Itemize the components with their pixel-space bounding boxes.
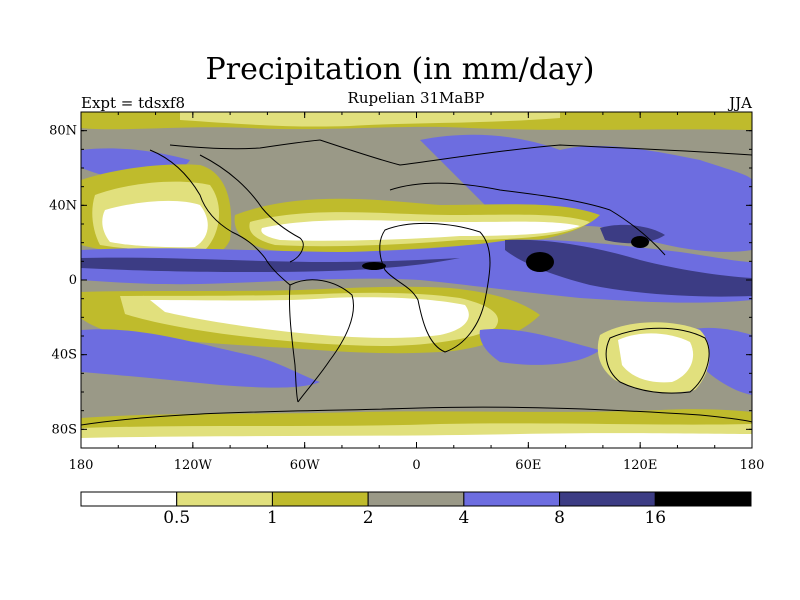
coastlines [81, 139, 752, 426]
lon-tick-label: 60W [290, 458, 321, 473]
ss-subtropics-dry [150, 297, 469, 338]
axis-ticks [80, 111, 753, 449]
north-america-east-coast [199, 154, 304, 263]
map-subtitle: Rupelian 31MaBP [347, 89, 485, 107]
indian-ocean-monsoon-8-16 [505, 239, 752, 297]
season-label: JJA [729, 94, 752, 112]
colorbar-label: 4 [458, 508, 469, 528]
colorbar-swatch [463, 491, 561, 507]
map-title: Precipitation (in mm/day) [205, 52, 595, 87]
lon-tick-label: 180 [740, 458, 765, 473]
experiment-label: Expt = tdsxf8 [81, 94, 186, 112]
sahara-dry [261, 220, 580, 241]
colorbar-swatch [271, 491, 369, 507]
colorbar [80, 491, 752, 507]
lon-tick-label: 60E [515, 458, 541, 473]
colorbar-labels: 0.5 1 2 4 8 16 [163, 508, 666, 528]
monsoon-core-gt16 [526, 252, 554, 272]
eurasia-south-coast [389, 182, 666, 256]
south-pacific-westerlies-4-8 [81, 329, 320, 388]
australia-coast [605, 327, 710, 394]
lon-tick-label: 120E [623, 458, 657, 473]
africa-coast [379, 223, 491, 353]
lon-tick-label: 180 [69, 458, 94, 473]
south-indian-westerlies-4-8 [479, 329, 600, 365]
eurasia-north-coast [319, 139, 752, 166]
lon-tick-label: 0 [412, 458, 420, 473]
australia-dry [618, 333, 694, 383]
colorbar-swatch [367, 491, 465, 507]
lon-tick-label: 120W [174, 458, 213, 473]
precipitation-field [81, 112, 752, 448]
colorbar-swatch [654, 491, 752, 507]
colorbar-label: 0.5 [163, 508, 190, 528]
atlantic-core-gt16 [362, 262, 386, 270]
colorbar-swatch [176, 491, 273, 507]
colorbar-label: 1 [267, 508, 278, 528]
colorbar-swatch [559, 491, 656, 507]
south-america-west-coast [288, 284, 299, 403]
lat-tick-label: 80S [52, 422, 77, 437]
colorbar-label: 2 [363, 508, 374, 528]
lat-tick-label: 40N [49, 198, 77, 213]
arctic-band-0.5-1 [180, 112, 560, 127]
npac-subtropics-dry [102, 200, 208, 248]
north-america-west-coast [149, 149, 291, 286]
axis-tick-labels: 80N 40N 0 40S 80S 180 120W 60W 0 60E 120E 180 [49, 124, 764, 473]
antarctica-coast [81, 406, 752, 426]
lat-tick-label: 0 [69, 273, 77, 288]
lat-tick-label: 80N [49, 124, 77, 139]
colorbar-label: 16 [644, 508, 666, 528]
west-pacific-core-gt16 [631, 236, 649, 248]
colorbar-label: 8 [554, 508, 565, 528]
antarctic-dry [81, 433, 752, 448]
greenland-arctic-coast [169, 139, 321, 150]
colorbar-swatch [80, 491, 178, 507]
lat-tick-label: 40S [52, 348, 77, 363]
south-america-east-coast [289, 279, 354, 403]
